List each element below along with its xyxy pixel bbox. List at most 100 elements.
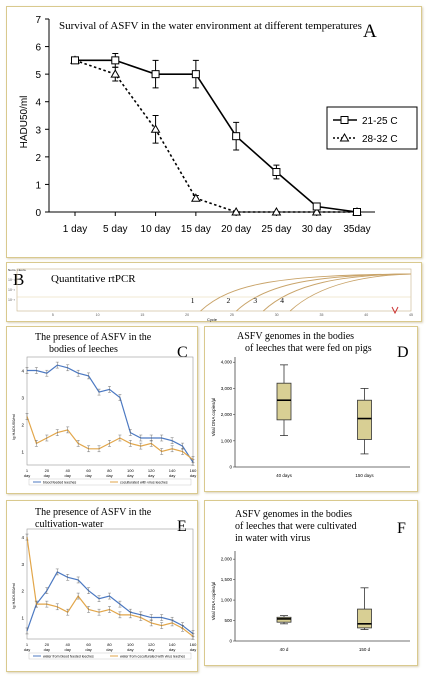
y-tick-label: 2 (21, 423, 24, 428)
x-tick-label: 20 day (221, 224, 251, 235)
chart-title: Quantitative rtPCR (51, 273, 136, 285)
error-bar (128, 611, 132, 619)
error-bar (97, 608, 101, 616)
error-bar (149, 440, 153, 447)
chart-e: E The presence of ASFV in the cultivatio… (11, 507, 197, 660)
x-tick-label: 80 day (106, 642, 112, 652)
y-tick-label: 7 (35, 15, 41, 26)
error-bar (66, 574, 70, 581)
curve-label: 1 (191, 296, 195, 305)
error-bar (87, 606, 91, 613)
y-axis-label: lg HADU50/ml (11, 583, 16, 608)
x-tick-label: 40 days (276, 473, 293, 478)
legend-label-1: water from blood feeded leeches (43, 655, 94, 659)
error-bar (25, 533, 29, 541)
error-bar (45, 600, 49, 608)
x-tick-label: 20 day (44, 642, 50, 652)
x-tick-label: 25 (230, 313, 234, 317)
y-axis-label: HADU50/ml (19, 96, 30, 149)
y-tick-label: 1,500 (221, 577, 233, 582)
panel-letter-c: C (177, 344, 188, 361)
y-tick-label: 0 (35, 208, 41, 219)
error-bar (107, 592, 111, 600)
x-tick-label-line: day (106, 647, 112, 652)
arrow-icon (391, 306, 399, 315)
error-bar (25, 367, 29, 374)
x-tick-label: 5 day (103, 224, 127, 235)
title-line-1: ASFV genomes in the bodies (237, 331, 354, 342)
triangle-marker (110, 69, 121, 78)
x-tick-label-line: 60 (86, 468, 91, 473)
error-bar (34, 367, 38, 374)
x-tick-label: 160 day (190, 468, 197, 478)
title-line-1: The presence of ASFV in the (35, 507, 152, 518)
panel-d: D ASFV genomes in the bodies of leeches … (204, 326, 418, 492)
plot-area: 0 1,000 2,000 3,000 4,000 40 days 150 days (221, 357, 410, 478)
error-bar (25, 627, 29, 635)
y-axis-label: Viral DNA copies/µl (211, 582, 216, 621)
panel-a: A Survival of ASFV in the water environm… (6, 6, 422, 258)
amplification-curve (236, 273, 412, 312)
x-tick-label-line: day (169, 647, 175, 652)
legend-triangle-icon (339, 132, 350, 142)
x-tick-label-line: day (24, 647, 30, 652)
error-bar (160, 434, 164, 442)
chart-a: A Survival of ASFV in the water environm… (19, 15, 418, 235)
x-tick-label: 20 (185, 313, 189, 317)
amplification-curve (289, 273, 412, 312)
y-tick-label: 4 (35, 98, 41, 109)
error-bar (55, 429, 59, 436)
series-21-25-line (75, 59, 358, 213)
square-marker (353, 208, 361, 216)
y-tick-label: 4,000 (221, 360, 233, 365)
chart-f: F ASFV genomes in the bodies of leeches … (211, 509, 410, 652)
error-bar (118, 600, 122, 608)
y-tick-label: 6 (35, 43, 41, 54)
x-tick-label: 160 day (190, 642, 197, 652)
x-tick-label: 100 day (127, 468, 134, 478)
x-tick-label-line: day (24, 473, 30, 478)
x-tick-label: 35day (343, 224, 370, 235)
x-tick-label-line: 160 (190, 468, 197, 473)
chart-b: B Quantitative rtPCR Norm. Fluoro. Cycle… (8, 268, 413, 322)
y-tick-label: 5 (35, 70, 41, 81)
legend-square-icon (340, 116, 349, 124)
error-bar (76, 592, 80, 600)
x-tick-label-line: 120 (148, 642, 155, 647)
plot-frame (26, 356, 194, 466)
legend-box (326, 106, 418, 150)
panel-e: E The presence of ASFV in the cultivatio… (6, 500, 198, 672)
x-tick-label-line: day (148, 647, 154, 652)
x-tick-label-line: 100 (127, 468, 134, 473)
y-tick-label: 3 (35, 125, 41, 136)
error-bar (128, 440, 132, 447)
triangle-marker (231, 206, 242, 216)
error-bar (97, 388, 101, 396)
error-bar (87, 445, 91, 452)
series-line (27, 364, 194, 463)
curve-label: 2 (227, 296, 231, 305)
square-marker (71, 56, 79, 65)
error-bar (97, 595, 101, 602)
x-tick-label-line: day (148, 473, 154, 478)
chart-title: ASFV genomes in the bodies of leeches th… (237, 331, 372, 354)
error-bar (139, 614, 143, 621)
y-tick-label: 3 (21, 562, 24, 567)
y-tick-label: 4 (21, 535, 24, 540)
title-line-2: bodies of leeches (49, 344, 118, 355)
title-line-2: of leeches that were cultivated (235, 521, 357, 532)
x-tick-label: 60 day (85, 468, 91, 478)
box (357, 399, 372, 440)
error-bar (87, 372, 91, 380)
x-axis-label: Cycle (207, 317, 218, 322)
square-marker (191, 70, 200, 79)
x-tick-label-line: day (169, 473, 175, 478)
x-tick-label-line: day (127, 647, 133, 652)
error-bar (45, 434, 49, 442)
panel-letter-b: B (13, 270, 24, 289)
square-marker (111, 56, 120, 65)
panel-f: F ASFV genomes in the bodies of leeches … (204, 500, 418, 666)
x-tick-label-line: day (190, 473, 196, 478)
title-line-1: The presence of ASFV in the (35, 332, 152, 343)
panel-letter-f: F (397, 520, 406, 537)
